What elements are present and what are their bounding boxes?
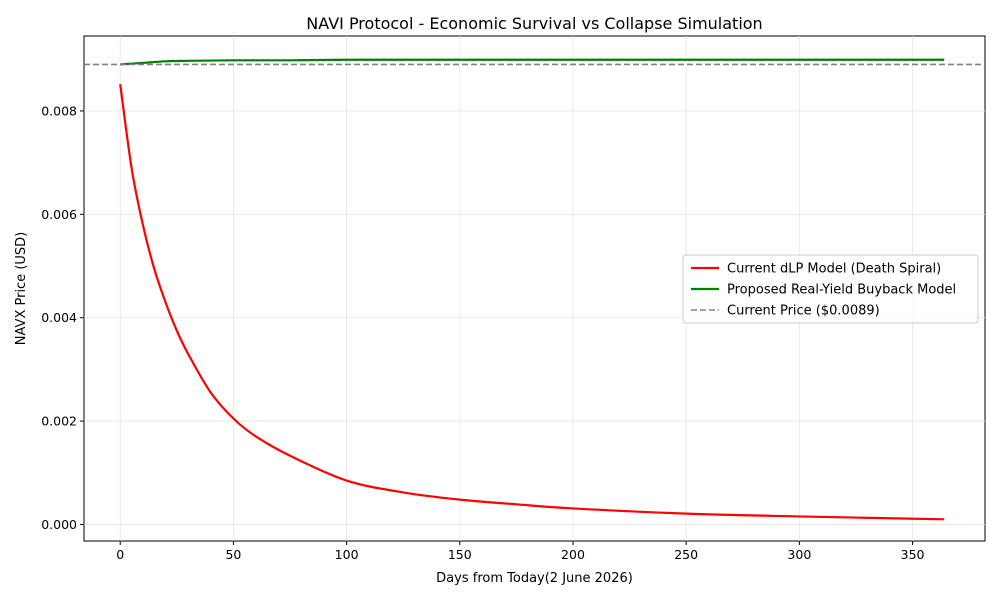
x-axis-label: Days from Today(2 June 2026) — [436, 571, 633, 586]
legend-box — [682, 254, 979, 324]
x-tick-label: 200 — [561, 547, 585, 562]
x-tick-label: 0 — [116, 547, 124, 562]
y-tick-label: 0.002 — [41, 414, 77, 429]
plot-frame — [83, 35, 986, 542]
legend-entry-label: Current dLP Model (Death Spiral) — [727, 262, 941, 277]
y-tick-label: 0.004 — [41, 310, 77, 325]
y-axis-label: NAVX Price (USD) — [14, 232, 29, 345]
legend: Current dLP Model (Death Spiral) Proposed… — [682, 254, 979, 324]
legend-entry-label: Current Price ($0.0089) — [727, 304, 880, 319]
x-tick-label: 350 — [901, 547, 925, 562]
x-tick-label: 300 — [787, 547, 811, 562]
x-tick-label: 250 — [674, 547, 698, 562]
series-layer — [84, 58, 985, 521]
x-tick-label: 100 — [335, 547, 359, 562]
y-tick-label: 0.006 — [41, 207, 77, 222]
series-line-buyback-model — [120, 58, 945, 66]
y-tick-label: 0.000 — [41, 517, 77, 532]
grid-layer — [84, 36, 985, 541]
legend-entry-label: Proposed Real-Yield Buyback Model — [727, 283, 956, 298]
y-tick-label: 0.008 — [41, 103, 77, 118]
chart-title: NAVI Protocol - Economic Survival vs Col… — [306, 14, 762, 33]
x-tick-label: 150 — [448, 547, 472, 562]
tick-layer: 0 50 100 150 200 250 300 350 0.000 0.002 0.004 0.00… — [41, 103, 924, 562]
x-tick-label: 50 — [225, 547, 241, 562]
series-line-dlp-model — [119, 83, 945, 521]
